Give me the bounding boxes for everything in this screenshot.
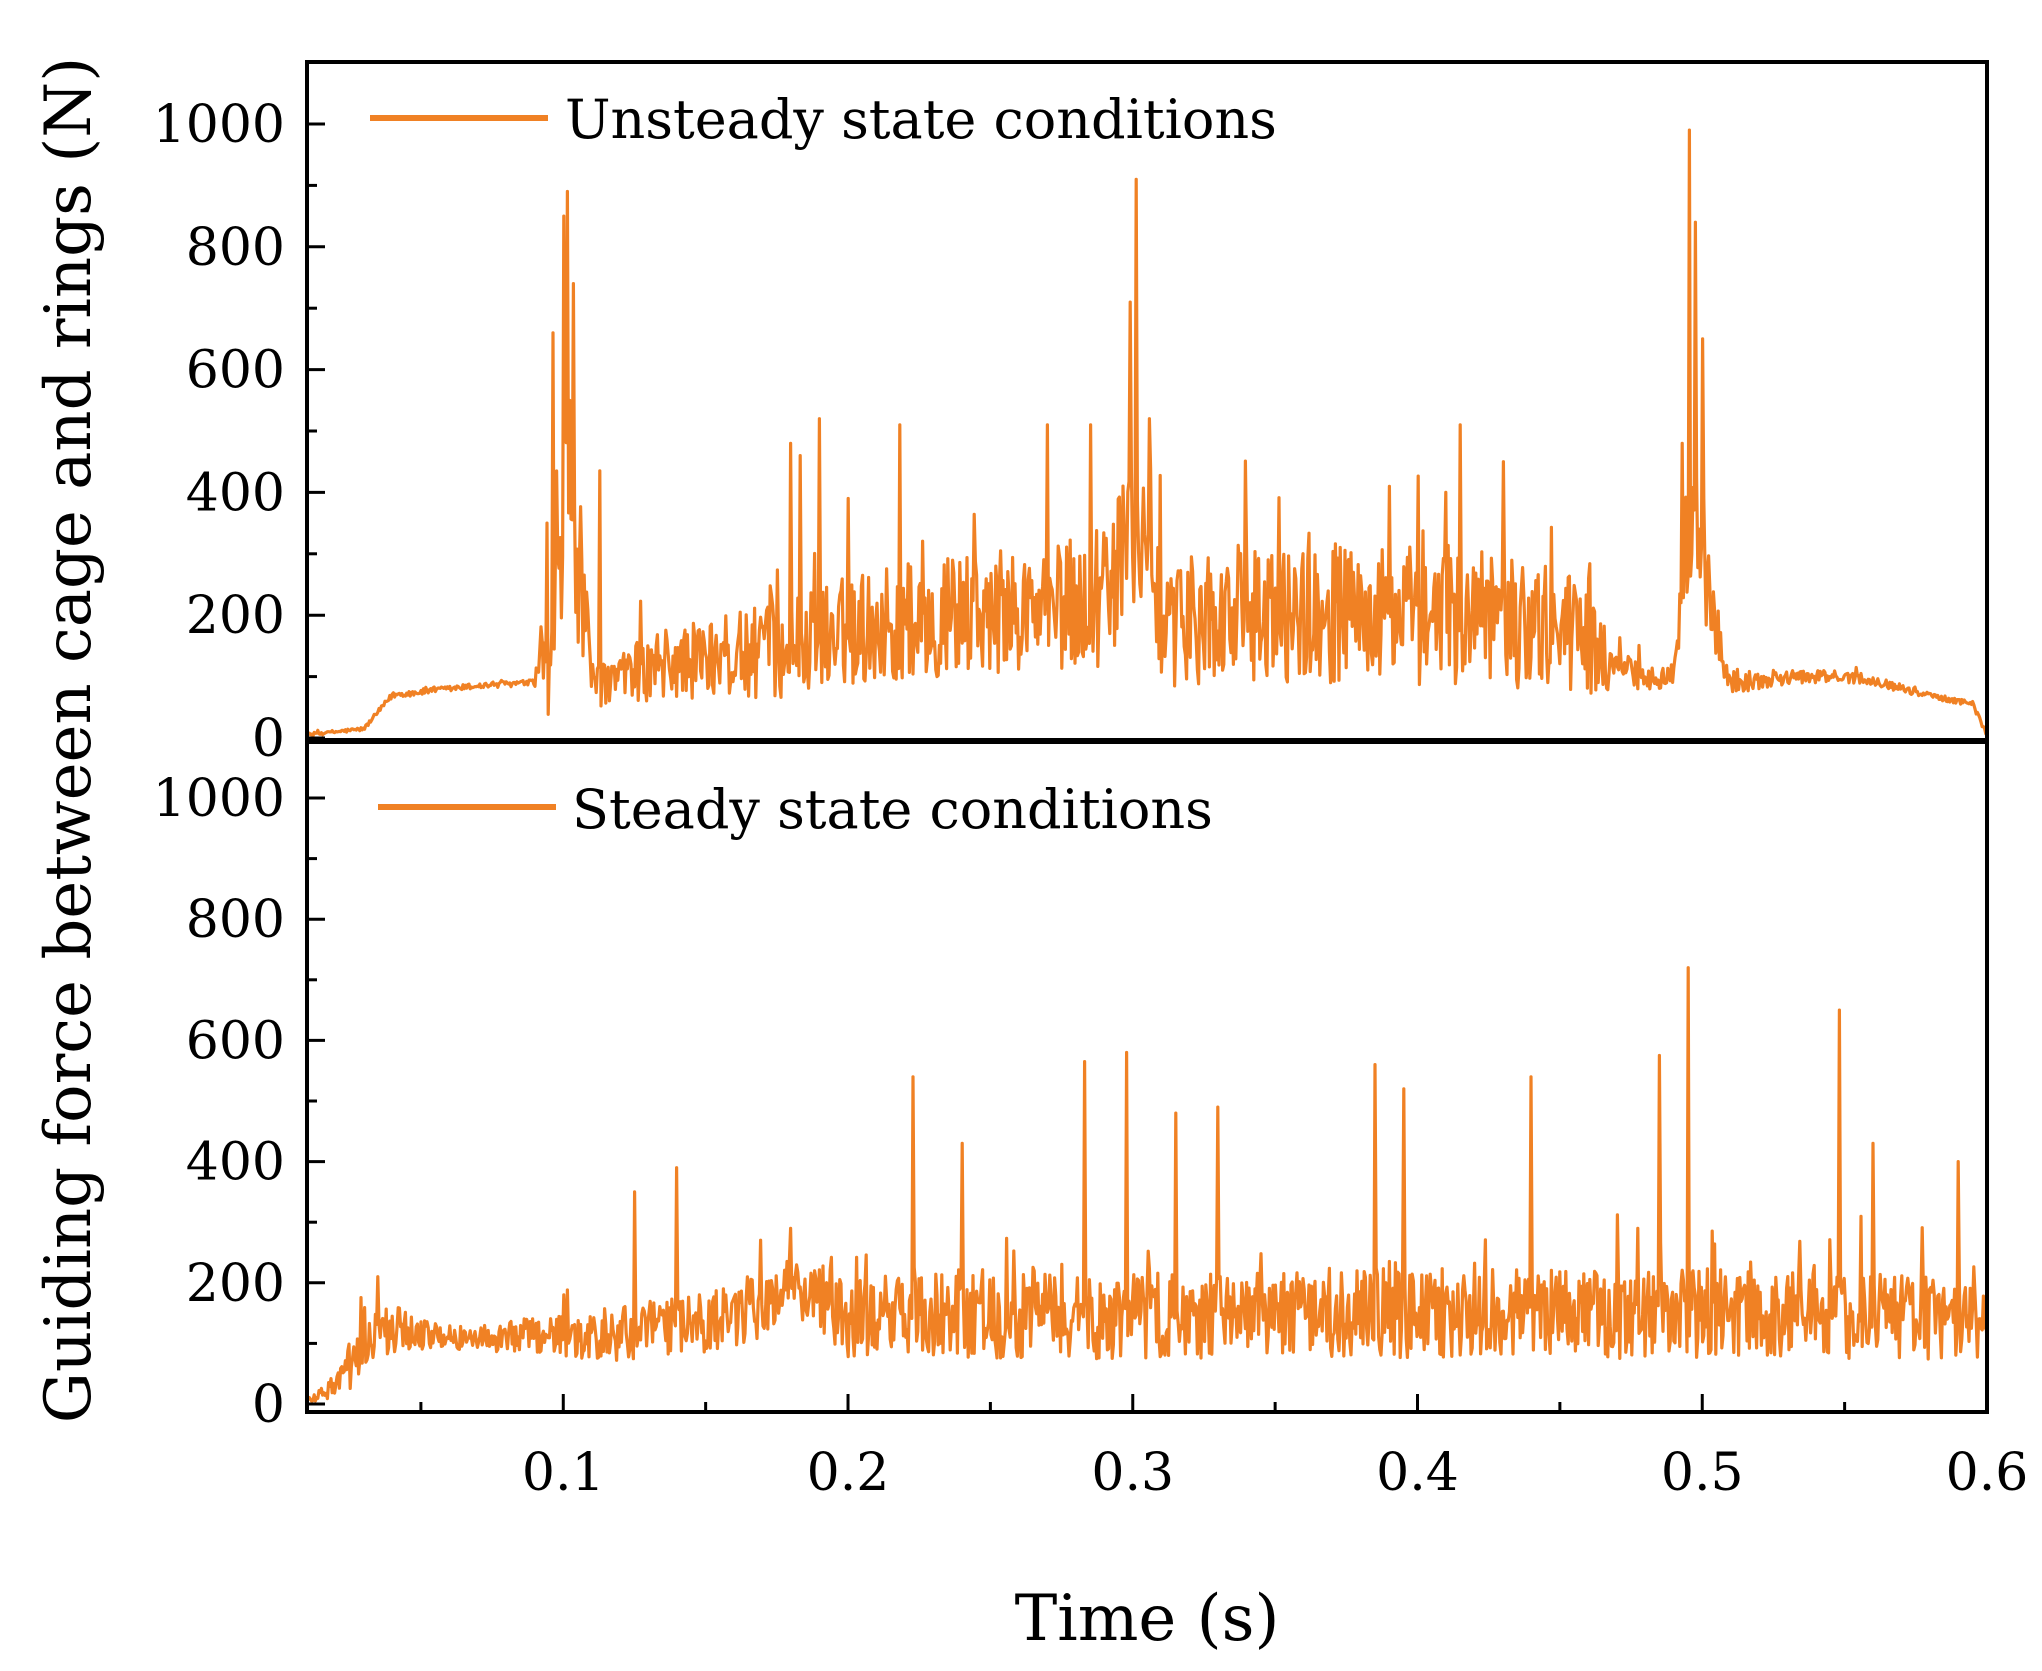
top-plot-area	[305, 128, 1988, 738]
top-y-axis: 0 200 400 600 800 1000	[153, 95, 325, 769]
y-tick-label: 600	[186, 1011, 285, 1071]
y-tick-label: 400	[186, 1133, 285, 1193]
x-tick-label: 0.6	[1946, 1443, 2029, 1503]
y-tick-label: 600	[186, 341, 285, 401]
y-axis-title: Guiding force between cage and rings (N)	[32, 57, 106, 1424]
top-panel-frame	[305, 60, 1989, 742]
y-tick-label: 800	[186, 890, 285, 950]
bottom-panel: 0 200 400 600 800 1000 0.1 0.2 0.3 0.4 0.5 0.6 Ste…	[153, 740, 2029, 1503]
y-tick-label: 1000	[153, 769, 285, 829]
x-axis-title: Time (s)	[1015, 1582, 1280, 1656]
x-axis: 0.1 0.2 0.3 0.4 0.5 0.6	[419, 1394, 2029, 1503]
bottom-plot-area	[305, 966, 1989, 1403]
x-tick-label: 0.2	[807, 1443, 890, 1503]
x-tick-label: 0.3	[1091, 1443, 1174, 1503]
series-line-steady	[305, 966, 1989, 1403]
bottom-legend-label: Steady state conditions	[572, 778, 1213, 841]
y-tick-label: 1000	[153, 95, 285, 155]
x-tick-label: 0.4	[1376, 1443, 1459, 1503]
series-line-unsteady	[305, 128, 1988, 738]
top-panel: 0 200 400 600 800 1000 Unsteady state conditi…	[153, 60, 1989, 769]
bottom-legend: Steady state conditions	[378, 778, 1213, 841]
bottom-panel-frame	[305, 740, 1989, 1414]
y-tick-label: 200	[186, 586, 285, 646]
y-tick-label: 0	[252, 1375, 285, 1435]
bottom-y-axis: 0 200 400 600 800 1000	[153, 769, 325, 1435]
x-tick-label: 0.1	[522, 1443, 605, 1503]
y-tick-label: 400	[186, 463, 285, 523]
y-tick-label: 800	[186, 218, 285, 278]
x-tick-label: 0.5	[1661, 1443, 1744, 1503]
top-legend: Unsteady state conditions	[370, 88, 1277, 151]
y-tick-label: 0	[252, 709, 285, 769]
y-tick-label: 200	[186, 1254, 285, 1314]
top-legend-label: Unsteady state conditions	[565, 88, 1277, 151]
